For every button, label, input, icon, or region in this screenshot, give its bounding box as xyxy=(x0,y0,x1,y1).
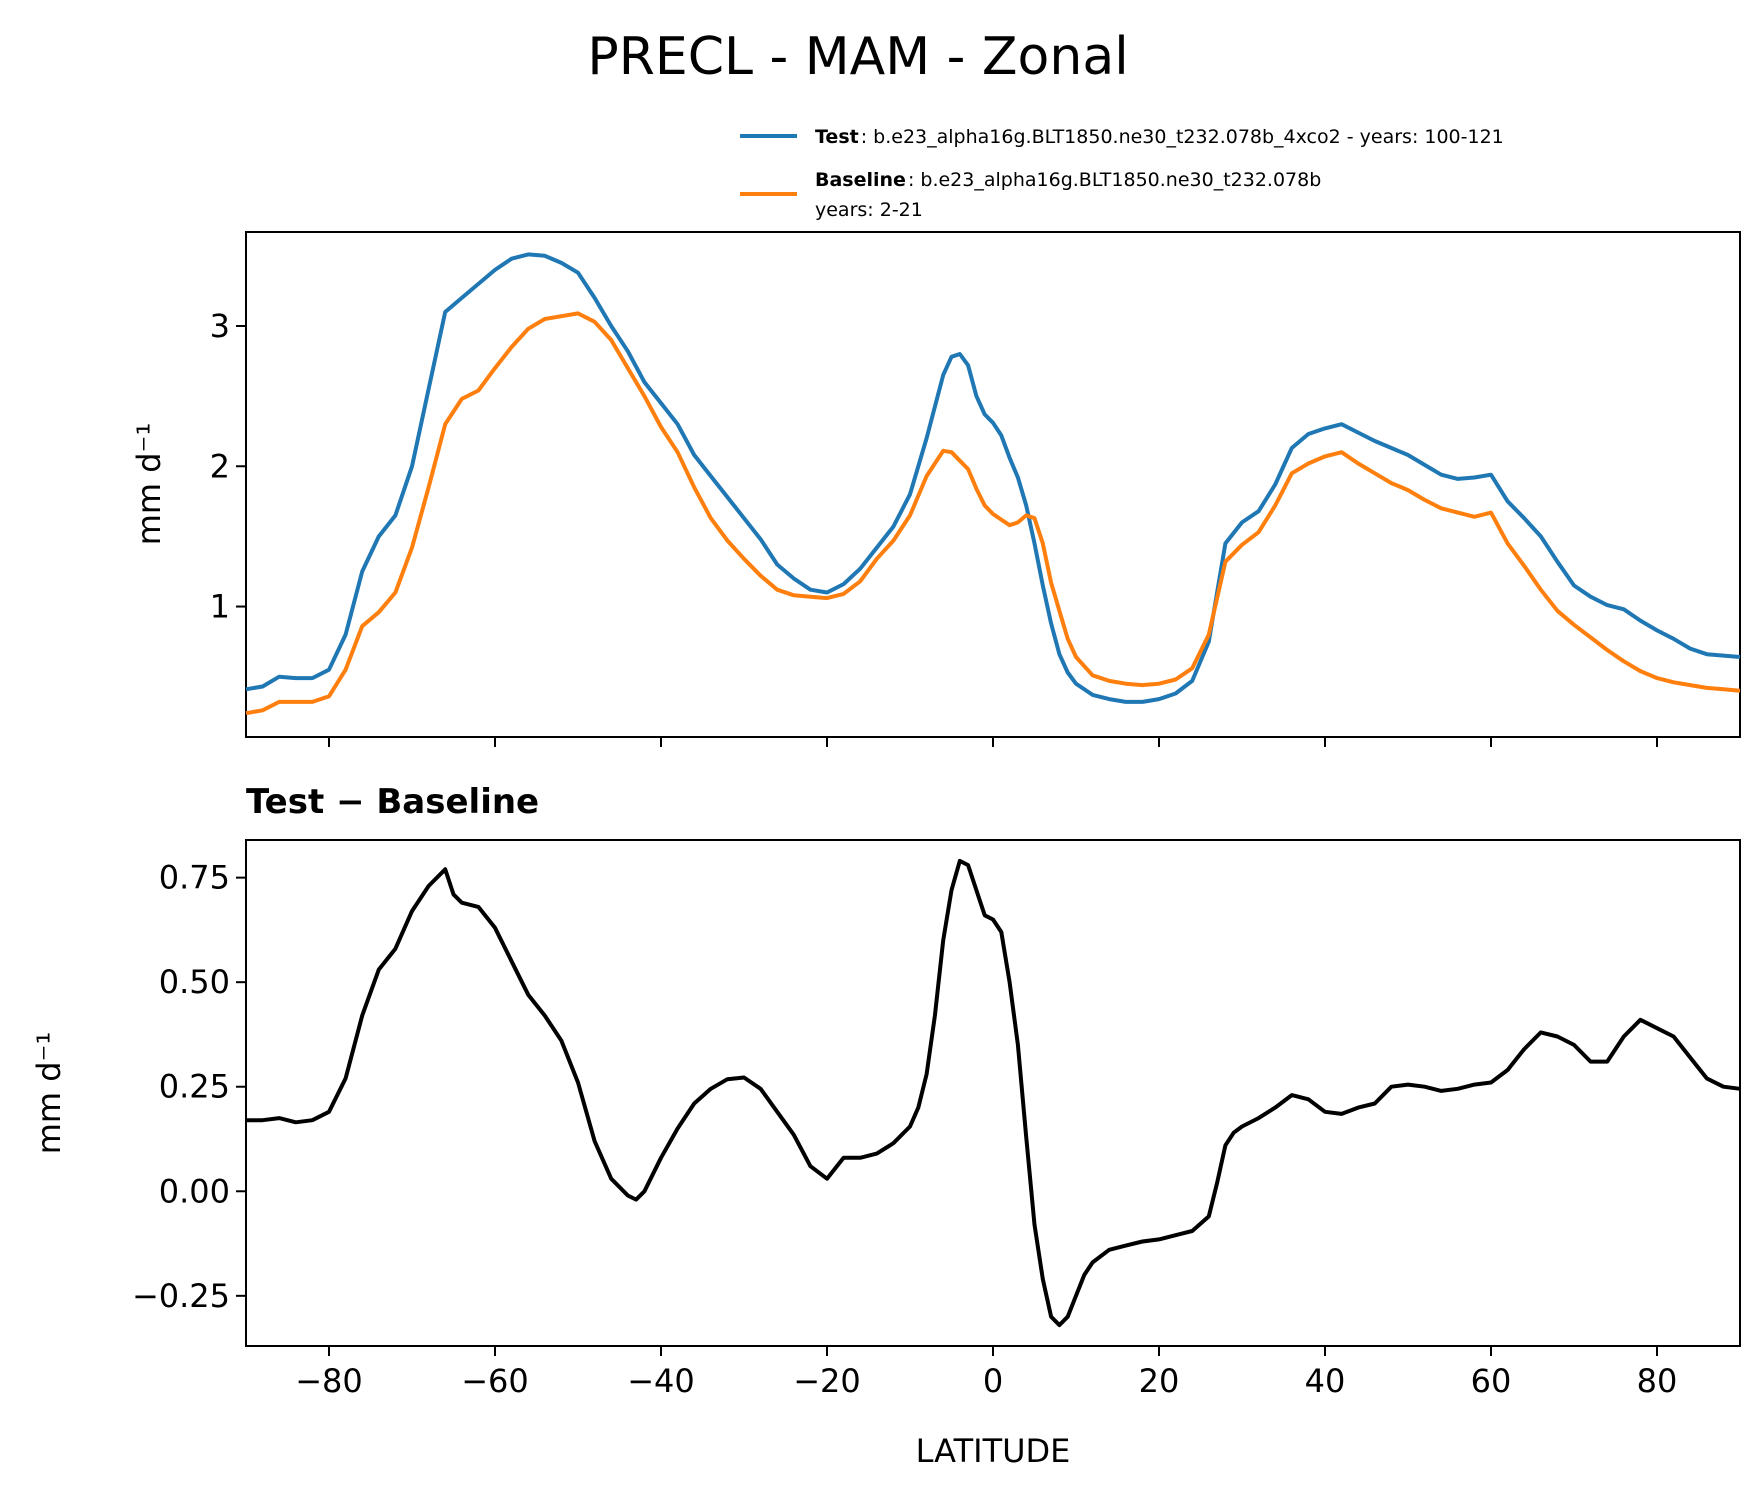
bottom-y-ticks: −0.25 0.00 0.25 0.50 0.75 xyxy=(132,859,246,1315)
figure-title: PRECL - MAM - Zonal xyxy=(587,27,1128,87)
series-line-test xyxy=(245,252,1741,704)
x-tick-label: 0 xyxy=(983,1362,1003,1400)
y-tick-label: 2 xyxy=(210,447,230,485)
top-y-axis-label: mm d⁻¹ xyxy=(130,423,168,546)
y-tick-label: 0.50 xyxy=(159,963,230,1001)
x-tick-label: −20 xyxy=(793,1362,861,1400)
y-tick-label: 3 xyxy=(210,307,230,345)
top-panel: 1 2 3 mm d⁻¹ xyxy=(130,231,1741,747)
x-tick-label: 80 xyxy=(1637,1362,1678,1400)
top-plot-frame xyxy=(245,231,1741,738)
legend-label-baseline: Baseline xyxy=(815,169,906,191)
y-tick-label: 0.00 xyxy=(159,1172,230,1210)
x-tick-label: −80 xyxy=(295,1362,363,1400)
legend-text-baseline: : b.e23_alpha16g.BLT1850.ne30_t232.078b xyxy=(908,169,1321,191)
legend-entry-baseline: Baseline: b.e23_alpha16g.BLT1850.ne30_t2… xyxy=(815,169,1321,191)
bottom-panel-title: Test − Baseline xyxy=(246,782,539,822)
top-x-ticks xyxy=(328,737,1658,747)
bottom-panel: Test − Baseline −0.25 0.00 0.25 0.50 0.75 −8… xyxy=(30,782,1741,1470)
x-tick-label: 60 xyxy=(1471,1362,1512,1400)
series-line-test-baseline xyxy=(246,858,1741,1328)
x-tick-label: −40 xyxy=(627,1362,695,1400)
series-line-baseline xyxy=(245,311,1741,716)
bottom-series xyxy=(246,858,1741,1328)
y-tick-label: 0.75 xyxy=(159,859,230,897)
legend-label-test: Test xyxy=(815,126,859,148)
x-tick-label: 40 xyxy=(1305,1362,1346,1400)
x-tick-label: −60 xyxy=(461,1362,529,1400)
y-tick-label: −0.25 xyxy=(132,1277,230,1315)
bottom-x-ticks: −80 −60 −40 −20 0 20 40 60 80 xyxy=(295,1346,1677,1400)
top-series xyxy=(245,252,1741,716)
bottom-y-axis-label: mm d⁻¹ xyxy=(30,1032,68,1155)
legend-text-test: : b.e23_alpha16g.BLT1850.ne30_t232.078b_… xyxy=(861,126,1504,148)
top-y-ticks: 1 2 3 xyxy=(210,307,246,626)
legend-entry-test: Test: b.e23_alpha16g.BLT1850.ne30_t232.0… xyxy=(815,126,1504,148)
y-tick-label: 1 xyxy=(210,588,230,626)
legend-years-baseline: years: 2-21 xyxy=(815,199,923,221)
legend: Test: b.e23_alpha16g.BLT1850.ne30_t232.0… xyxy=(740,126,1504,221)
bottom-plot-frame xyxy=(245,839,1741,1347)
y-tick-label: 0.25 xyxy=(159,1068,230,1106)
x-tick-label: 20 xyxy=(1139,1362,1180,1400)
x-axis-label: LATITUDE xyxy=(916,1432,1071,1470)
